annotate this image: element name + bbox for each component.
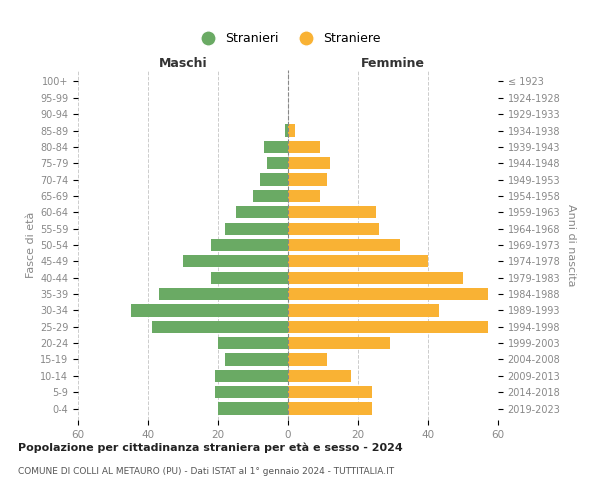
Bar bbox=[267, 157, 288, 170]
Bar bbox=[288, 304, 439, 316]
Bar bbox=[211, 272, 288, 284]
Bar bbox=[288, 255, 428, 268]
Bar bbox=[288, 157, 330, 170]
Bar bbox=[215, 370, 288, 382]
Bar bbox=[151, 320, 288, 333]
Y-axis label: Anni di nascita: Anni di nascita bbox=[566, 204, 576, 286]
Bar bbox=[284, 124, 288, 136]
Bar bbox=[225, 354, 288, 366]
Bar bbox=[260, 174, 288, 186]
Bar bbox=[158, 288, 288, 300]
Bar bbox=[288, 370, 351, 382]
Bar bbox=[288, 386, 372, 398]
Bar bbox=[288, 222, 379, 235]
Bar bbox=[211, 239, 288, 251]
Bar bbox=[288, 206, 376, 218]
Bar bbox=[288, 354, 326, 366]
Bar bbox=[288, 140, 320, 153]
Bar bbox=[235, 206, 288, 218]
Bar bbox=[130, 304, 288, 316]
Bar bbox=[288, 320, 487, 333]
Bar bbox=[253, 190, 288, 202]
Bar bbox=[288, 272, 463, 284]
Text: Popolazione per cittadinanza straniera per età e sesso - 2024: Popolazione per cittadinanza straniera p… bbox=[18, 442, 403, 453]
Bar bbox=[288, 124, 295, 136]
Bar bbox=[215, 386, 288, 398]
Bar bbox=[225, 222, 288, 235]
Bar bbox=[288, 288, 487, 300]
Text: Femmine: Femmine bbox=[361, 57, 425, 70]
Bar bbox=[288, 239, 400, 251]
Text: Maschi: Maschi bbox=[158, 57, 208, 70]
Y-axis label: Fasce di età: Fasce di età bbox=[26, 212, 36, 278]
Bar bbox=[288, 190, 320, 202]
Bar bbox=[218, 337, 288, 349]
Bar bbox=[183, 255, 288, 268]
Bar bbox=[218, 402, 288, 414]
Bar bbox=[288, 402, 372, 414]
Bar bbox=[263, 140, 288, 153]
Text: COMUNE DI COLLI AL METAURO (PU) - Dati ISTAT al 1° gennaio 2024 - TUTTITALIA.IT: COMUNE DI COLLI AL METAURO (PU) - Dati I… bbox=[18, 468, 394, 476]
Bar bbox=[288, 337, 389, 349]
Bar bbox=[288, 174, 326, 186]
Legend: Stranieri, Straniere: Stranieri, Straniere bbox=[190, 27, 386, 50]
